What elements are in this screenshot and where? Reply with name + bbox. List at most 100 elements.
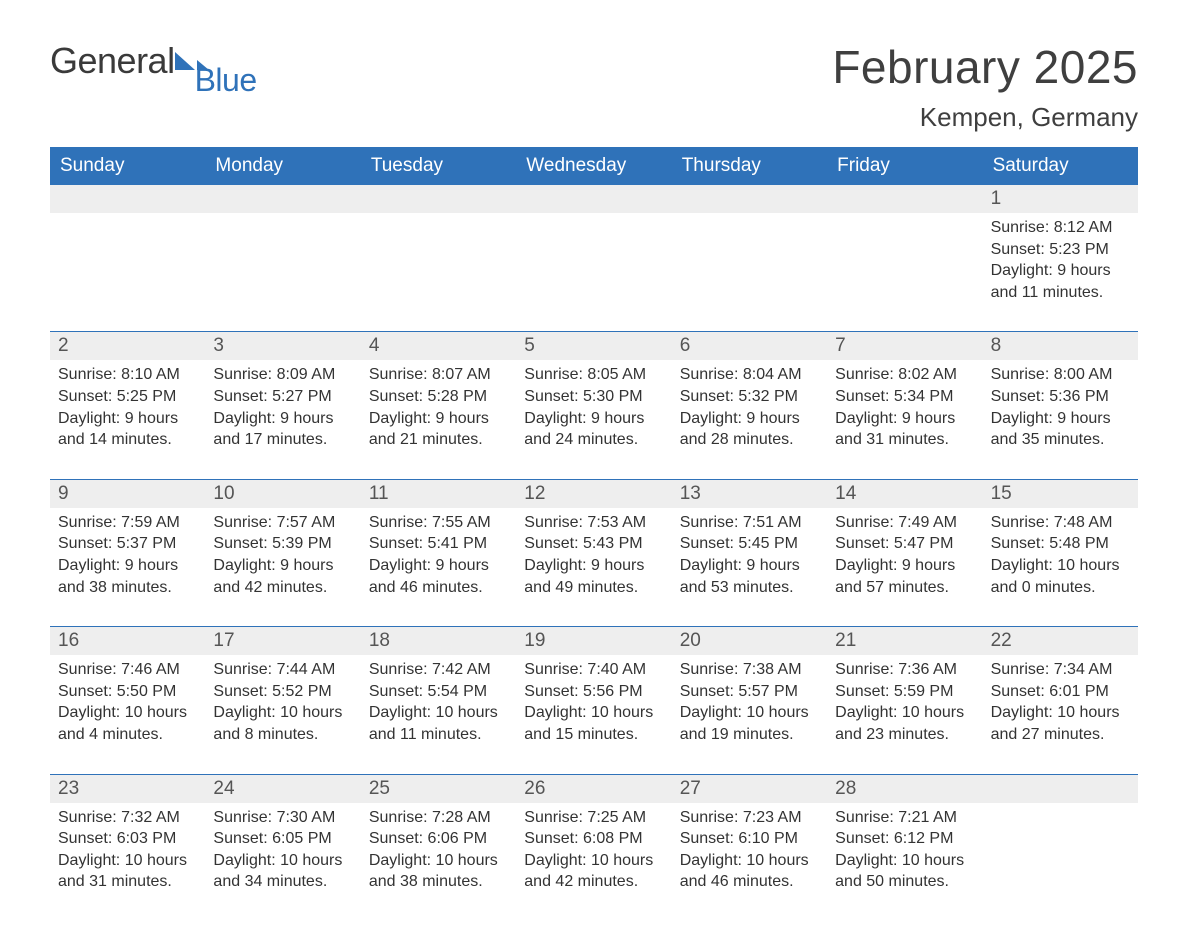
sunset-line: Sunset: 5:30 PM [524, 386, 663, 408]
sunset-line: Sunset: 5:47 PM [835, 533, 974, 555]
daylight-line: Daylight: 9 hours and 35 minutes. [991, 408, 1130, 451]
sunrise-line: Sunrise: 7:51 AM [680, 512, 819, 534]
day-cell: Sunrise: 7:23 AMSunset: 6:10 PMDaylight:… [672, 803, 827, 921]
sunset-line: Sunset: 5:41 PM [369, 533, 508, 555]
daylight-line: Daylight: 9 hours and 28 minutes. [680, 408, 819, 451]
sunrise-line: Sunrise: 7:48 AM [991, 512, 1130, 534]
daylight-line: Daylight: 9 hours and 53 minutes. [680, 555, 819, 598]
day-number [827, 185, 982, 213]
daylight-line: Daylight: 10 hours and 23 minutes. [835, 702, 974, 745]
daylight-line: Daylight: 10 hours and 15 minutes. [524, 702, 663, 745]
sunrise-line: Sunrise: 8:12 AM [991, 217, 1130, 239]
day-number: 26 [516, 775, 671, 803]
dow-header: Wednesday [516, 149, 671, 185]
day-number: 23 [50, 775, 205, 803]
day-cell [516, 213, 671, 331]
day-cell [50, 213, 205, 331]
day-number: 4 [361, 332, 516, 360]
day-number: 1 [983, 185, 1138, 213]
sunset-line: Sunset: 6:01 PM [991, 681, 1130, 703]
header-row: General Blue February 2025 Kempen, Germa… [50, 40, 1138, 133]
daylight-line: Daylight: 9 hours and 21 minutes. [369, 408, 508, 451]
sunrise-line: Sunrise: 7:30 AM [213, 807, 352, 829]
daylight-line: Daylight: 10 hours and 8 minutes. [213, 702, 352, 745]
sunrise-line: Sunrise: 7:25 AM [524, 807, 663, 829]
brand-word-1: General [50, 40, 175, 82]
day-number: 7 [827, 332, 982, 360]
day-number: 18 [361, 627, 516, 655]
sunset-line: Sunset: 5:23 PM [991, 239, 1130, 261]
day-cell: Sunrise: 8:05 AMSunset: 5:30 PMDaylight:… [516, 360, 671, 478]
day-cell: Sunrise: 8:00 AMSunset: 5:36 PMDaylight:… [983, 360, 1138, 478]
daylight-line: Daylight: 9 hours and 11 minutes. [991, 260, 1130, 303]
day-number: 6 [672, 332, 827, 360]
sunrise-line: Sunrise: 7:46 AM [58, 659, 197, 681]
sunrise-line: Sunrise: 7:57 AM [213, 512, 352, 534]
daylight-line: Daylight: 10 hours and 42 minutes. [524, 850, 663, 893]
sunrise-line: Sunrise: 8:09 AM [213, 364, 352, 386]
sunset-line: Sunset: 5:52 PM [213, 681, 352, 703]
day-number [983, 775, 1138, 803]
sunset-line: Sunset: 5:54 PM [369, 681, 508, 703]
dow-header: Saturday [983, 149, 1138, 185]
day-number: 27 [672, 775, 827, 803]
location-label: Kempen, Germany [832, 102, 1138, 133]
daylight-line: Daylight: 9 hours and 42 minutes. [213, 555, 352, 598]
daylight-line: Daylight: 10 hours and 50 minutes. [835, 850, 974, 893]
brand-logo: General Blue [50, 40, 275, 82]
day-number: 22 [983, 627, 1138, 655]
day-number: 21 [827, 627, 982, 655]
day-cell: Sunrise: 7:48 AMSunset: 5:48 PMDaylight:… [983, 508, 1138, 626]
daylight-line: Daylight: 10 hours and 0 minutes. [991, 555, 1130, 598]
day-number [361, 185, 516, 213]
sunset-line: Sunset: 5:59 PM [835, 681, 974, 703]
day-number: 13 [672, 480, 827, 508]
calendar-document: General Blue February 2025 Kempen, Germa… [0, 0, 1188, 951]
day-cell: Sunrise: 8:10 AMSunset: 5:25 PMDaylight:… [50, 360, 205, 478]
day-number: 15 [983, 480, 1138, 508]
daylight-line: Daylight: 10 hours and 19 minutes. [680, 702, 819, 745]
daylight-line: Daylight: 9 hours and 17 minutes. [213, 408, 352, 451]
sunrise-line: Sunrise: 7:38 AM [680, 659, 819, 681]
sunset-line: Sunset: 5:57 PM [680, 681, 819, 703]
day-number: 28 [827, 775, 982, 803]
daylight-line: Daylight: 10 hours and 4 minutes. [58, 702, 197, 745]
sunrise-line: Sunrise: 7:40 AM [524, 659, 663, 681]
day-number: 19 [516, 627, 671, 655]
day-number: 8 [983, 332, 1138, 360]
day-cell: Sunrise: 7:49 AMSunset: 5:47 PMDaylight:… [827, 508, 982, 626]
day-cell: Sunrise: 8:02 AMSunset: 5:34 PMDaylight:… [827, 360, 982, 478]
day-cell: Sunrise: 7:34 AMSunset: 6:01 PMDaylight:… [983, 655, 1138, 773]
day-cell [361, 213, 516, 331]
day-cell: Sunrise: 7:44 AMSunset: 5:52 PMDaylight:… [205, 655, 360, 773]
title-block: February 2025 Kempen, Germany [832, 40, 1138, 133]
sunset-line: Sunset: 5:34 PM [835, 386, 974, 408]
day-cell [672, 213, 827, 331]
daylight-line: Daylight: 9 hours and 24 minutes. [524, 408, 663, 451]
sunset-line: Sunset: 5:48 PM [991, 533, 1130, 555]
daylight-line: Daylight: 9 hours and 14 minutes. [58, 408, 197, 451]
sunrise-line: Sunrise: 7:23 AM [680, 807, 819, 829]
sunset-line: Sunset: 5:56 PM [524, 681, 663, 703]
day-number [205, 185, 360, 213]
sunrise-line: Sunrise: 8:00 AM [991, 364, 1130, 386]
day-number: 16 [50, 627, 205, 655]
day-cell: Sunrise: 7:36 AMSunset: 5:59 PMDaylight:… [827, 655, 982, 773]
sunrise-line: Sunrise: 7:49 AM [835, 512, 974, 534]
sunrise-line: Sunrise: 7:28 AM [369, 807, 508, 829]
sunrise-line: Sunrise: 8:10 AM [58, 364, 197, 386]
daylight-line: Daylight: 9 hours and 31 minutes. [835, 408, 974, 451]
sunrise-line: Sunrise: 8:05 AM [524, 364, 663, 386]
day-cell: Sunrise: 7:21 AMSunset: 6:12 PMDaylight:… [827, 803, 982, 921]
sunrise-line: Sunrise: 8:02 AM [835, 364, 974, 386]
daylight-line: Daylight: 9 hours and 49 minutes. [524, 555, 663, 598]
day-number: 14 [827, 480, 982, 508]
day-number: 3 [205, 332, 360, 360]
daylight-line: Daylight: 10 hours and 38 minutes. [369, 850, 508, 893]
sunrise-line: Sunrise: 7:59 AM [58, 512, 197, 534]
sunset-line: Sunset: 5:43 PM [524, 533, 663, 555]
daylight-line: Daylight: 10 hours and 27 minutes. [991, 702, 1130, 745]
sunrise-line: Sunrise: 7:53 AM [524, 512, 663, 534]
sunset-line: Sunset: 5:37 PM [58, 533, 197, 555]
day-cell: Sunrise: 7:57 AMSunset: 5:39 PMDaylight:… [205, 508, 360, 626]
